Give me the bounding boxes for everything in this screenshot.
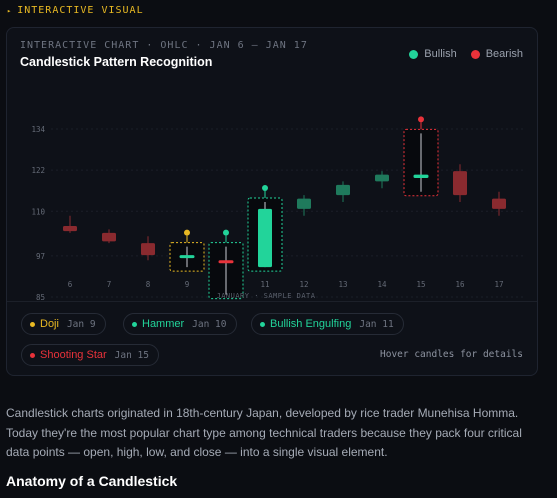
candle-body: [141, 243, 155, 256]
y-tick-label: 110: [31, 207, 45, 216]
pattern-date: Jan 9: [66, 318, 96, 330]
pattern-name: Bullish Engulfing: [270, 318, 352, 330]
y-tick-label: 97: [36, 252, 45, 261]
candle[interactable]: [169, 229, 205, 272]
arrow-icon: ▸: [7, 6, 13, 15]
pattern-marker-dot: [262, 185, 268, 191]
x-tick-label: 6: [68, 280, 73, 289]
pattern-name: Shooting Star: [40, 349, 107, 361]
pattern-date: Jan 10: [192, 318, 227, 330]
candle[interactable]: [403, 116, 439, 197]
chart-title: Candlestick Pattern Recognition: [20, 55, 213, 69]
pattern-chip-hammer[interactable]: Hammer Jan 10: [123, 313, 237, 335]
x-tick-label: 8: [146, 280, 151, 289]
candle-body: [102, 232, 116, 242]
pattern-name: Doji: [40, 318, 59, 330]
x-axis-ticks: 67891011121314151617: [68, 280, 504, 289]
candle[interactable]: [102, 229, 116, 244]
chart-card: INTERACTIVE CHART · OHLC · JAN 6 – JAN 1…: [6, 27, 538, 376]
candle[interactable]: [63, 215, 77, 233]
pattern-marker-dot: [184, 229, 190, 236]
candle[interactable]: [453, 164, 467, 202]
legend-label-bearish: Bearish: [485, 48, 523, 60]
candle[interactable]: [208, 229, 244, 300]
x-tick-label: 13: [338, 280, 347, 289]
x-tick-label: 7: [107, 280, 112, 289]
pattern-marker-dot: [418, 116, 424, 123]
candle[interactable]: [297, 195, 311, 216]
x-tick-label: 16: [455, 280, 465, 289]
candle-body: [179, 255, 195, 259]
pattern-marker-dot: [223, 229, 229, 236]
legend-item-bearish: Bearish: [470, 48, 523, 60]
article-paragraph: Candlestick charts originated in 18th-ce…: [6, 406, 522, 459]
doji-dot-icon: [30, 321, 35, 327]
candle-body: [297, 198, 311, 209]
shooting-star-dot-icon: [30, 352, 35, 358]
candle[interactable]: [375, 171, 389, 189]
pattern-date: Jan 15: [114, 349, 149, 361]
candle-body: [413, 174, 429, 178]
card-divider: [7, 301, 537, 302]
y-tick-label: 134: [31, 125, 45, 134]
y-axis-ticks: 85 97 110 122 134: [31, 125, 45, 302]
legend-label-bullish: Bullish: [424, 48, 457, 60]
y-tick-label: 85: [36, 293, 45, 302]
candle-body: [218, 260, 234, 264]
bullish-dot-icon: [409, 49, 419, 59]
x-axis-label: JANUARY · SAMPLE DATA: [216, 292, 315, 300]
section-label: ▸ INTERACTIVE VISUAL: [7, 5, 144, 16]
x-tick-label: 14: [377, 280, 387, 289]
chart-legend: Bullish Bearish: [409, 48, 523, 60]
bearish-dot-icon: [470, 49, 480, 59]
x-tick-label: 15: [416, 280, 425, 289]
grid-lines: [51, 128, 525, 298]
x-tick-label: 17: [494, 280, 503, 289]
x-tick-label: 9: [185, 280, 190, 289]
pattern-date: Jan 11: [359, 318, 394, 330]
candle-body: [63, 226, 77, 232]
chart-meta: INTERACTIVE CHART · OHLC · JAN 6 – JAN 1…: [20, 40, 308, 51]
article-subheading: Anatomy of a Candlestick: [6, 473, 178, 489]
candle[interactable]: [247, 185, 283, 272]
hammer-dot-icon: [132, 321, 137, 327]
candle-body: [375, 174, 389, 182]
candle-body: [453, 171, 467, 196]
pattern-chip-doji[interactable]: Doji Jan 9: [21, 313, 106, 335]
section-label-text: INTERACTIVE VISUAL: [17, 5, 144, 16]
pattern-name: Hammer: [142, 318, 185, 330]
pattern-chip-shooting-star[interactable]: Shooting Star Jan 15: [21, 344, 159, 366]
x-tick-label: 11: [260, 280, 269, 289]
candle-body: [258, 208, 272, 268]
y-tick-label: 122: [31, 166, 45, 175]
candles[interactable]: [63, 116, 506, 300]
engulfing-dot-icon: [260, 321, 265, 327]
hover-hint: Hover candles for details: [380, 349, 523, 360]
x-tick-label: 12: [299, 280, 308, 289]
candle-body: [336, 184, 350, 196]
pattern-chip-bullish-engulfing[interactable]: Bullish Engulfing Jan 11: [251, 313, 404, 335]
legend-item-bullish: Bullish: [409, 48, 457, 60]
candle[interactable]: [492, 191, 506, 216]
candle[interactable]: [336, 181, 350, 202]
candle-body: [492, 198, 506, 209]
candle[interactable]: [141, 236, 155, 261]
